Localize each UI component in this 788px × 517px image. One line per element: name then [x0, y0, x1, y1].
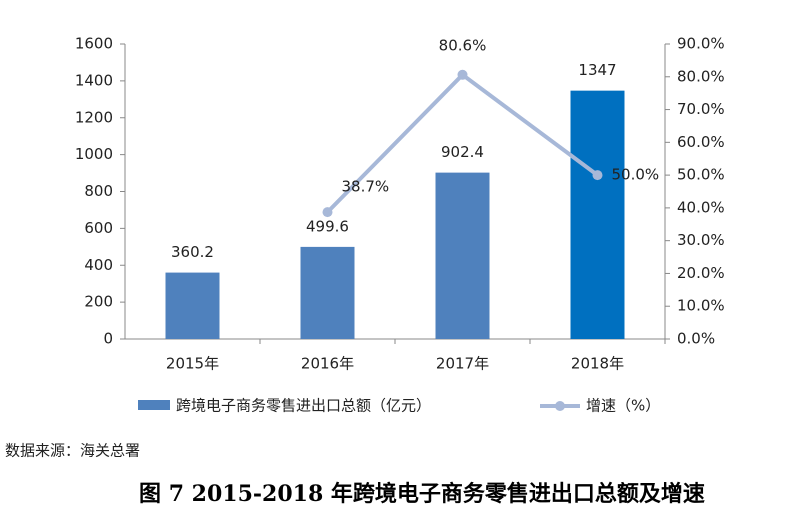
- y-tick-label: 1600: [75, 35, 113, 53]
- x-tick-label: 2015年: [166, 355, 219, 373]
- x-tick-label: 2016年: [301, 355, 354, 373]
- y2-tick-label: 20.0%: [677, 264, 725, 282]
- line-value-label: 38.7%: [342, 178, 390, 196]
- y-tick-label: 1000: [75, 145, 113, 163]
- y-tick-label: 600: [84, 219, 113, 237]
- y-tick-label: 0: [103, 330, 113, 348]
- y-tick-label: 1400: [75, 71, 113, 89]
- y2-tick-label: 50.0%: [677, 166, 725, 184]
- x-tick-label: 2017年: [436, 355, 489, 373]
- bar: [300, 246, 355, 339]
- bar-value-label: 902.4: [441, 143, 484, 161]
- y2-tick-label: 0.0%: [677, 330, 715, 348]
- source-note: 数据来源：海关总署: [5, 442, 140, 460]
- y-tick-label: 800: [84, 182, 113, 200]
- bar-value-label: 1347: [578, 61, 616, 79]
- bar: [435, 172, 490, 339]
- y2-tick-label: 70.0%: [677, 100, 725, 118]
- line-marker: [457, 69, 468, 80]
- bar: [570, 90, 625, 339]
- chart-title: 图 7 2015-2018 年跨境电子商务零售进出口总额及增速: [139, 481, 705, 507]
- bar: [165, 272, 220, 339]
- x-tick-label: 2018年: [571, 355, 624, 373]
- line-marker: [592, 170, 603, 181]
- y-tick-label: 1200: [75, 108, 113, 126]
- y2-tick-label: 90.0%: [677, 35, 725, 53]
- legend-label: 跨境电子商务零售进出口总额（亿元）: [176, 397, 431, 415]
- legend-swatch: [138, 400, 170, 410]
- bar-value-label: 499.6: [306, 217, 349, 235]
- bar-value-label: 360.2: [171, 243, 214, 261]
- y-tick-label: 400: [84, 256, 113, 274]
- legend-swatch-marker: [555, 401, 565, 411]
- y2-tick-label: 40.0%: [677, 198, 725, 216]
- legend-label: 增速（%）: [586, 397, 660, 415]
- y2-tick-label: 10.0%: [677, 297, 725, 315]
- y2-tick-label: 60.0%: [677, 133, 725, 151]
- line-marker: [322, 207, 333, 218]
- line-value-label: 50.0%: [612, 166, 660, 184]
- y2-tick-label: 30.0%: [677, 231, 725, 249]
- line-value-label: 80.6%: [439, 36, 487, 54]
- y2-tick-label: 80.0%: [677, 67, 725, 85]
- y-tick-label: 200: [84, 293, 113, 311]
